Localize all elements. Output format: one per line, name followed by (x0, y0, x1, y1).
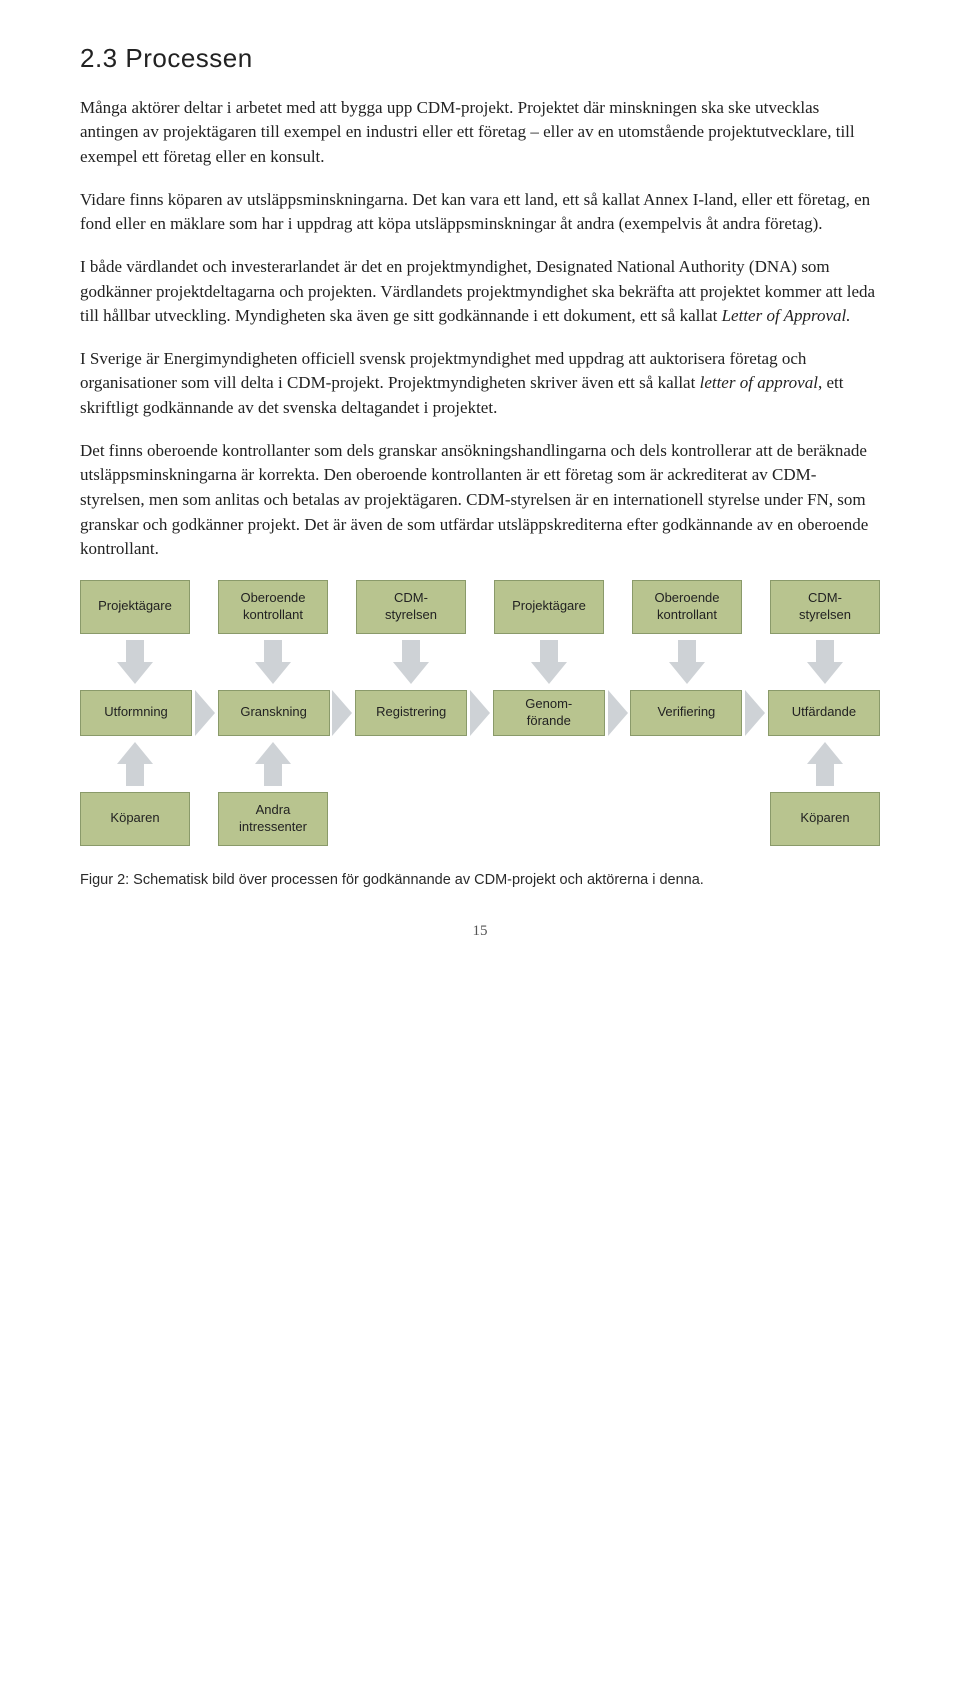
step-box-verifiering: Verifiering (630, 690, 742, 736)
actor-box-andra-intressenter: Andraintressenter (218, 792, 328, 846)
actor-box-cdm-styrelsen-2: CDM-styrelsen (770, 580, 880, 634)
chevron-right-icon (745, 690, 765, 736)
arrow-down-icon (117, 640, 153, 684)
diagram-arrows-down (80, 640, 880, 684)
arrow-down-icon (531, 640, 567, 684)
actor-box-oberoende-kontrollant-1: Oberoendekontrollant (218, 580, 328, 634)
step-box-genomforande: Genom-förande (493, 690, 605, 736)
paragraph-1: Många aktörer deltar i arbetet med att b… (80, 96, 880, 170)
section-heading: 2.3 Processen (80, 40, 880, 78)
arrow-up-icon (807, 742, 843, 786)
actor-box-koparen-2: Köparen (770, 792, 880, 846)
diagram-arrows-up (80, 742, 880, 786)
arrow-down-icon (669, 640, 705, 684)
arrow-down-icon (255, 640, 291, 684)
step-box-utfardande: Utfärdande (768, 690, 880, 736)
arrow-up-icon (255, 742, 291, 786)
step-box-utformning: Utformning (80, 690, 192, 736)
actor-box-projektagare-2: Projektägare (494, 580, 604, 634)
diagram-top-row: Projektägare Oberoendekontrollant CDM-st… (80, 580, 880, 634)
paragraph-3-italic: Letter of Approval. (722, 306, 851, 325)
diagram-mid-row: Utformning Granskning Registrering Genom… (80, 690, 880, 736)
chevron-right-icon (332, 690, 352, 736)
actor-box-projektagare-1: Projektägare (80, 580, 190, 634)
arrow-down-icon (807, 640, 843, 684)
process-diagram: Projektägare Oberoendekontrollant CDM-st… (80, 580, 880, 846)
paragraph-3: I både värdlandet och investerarlandet ä… (80, 255, 880, 329)
step-box-registrering: Registrering (355, 690, 467, 736)
chevron-right-icon (608, 690, 628, 736)
paragraph-4-italic: letter of approval (700, 373, 818, 392)
step-box-granskning: Granskning (218, 690, 330, 736)
arrow-up-icon (117, 742, 153, 786)
chevron-right-icon (195, 690, 215, 736)
figure-caption: Figur 2: Schematisk bild över processen … (80, 870, 880, 891)
chevron-right-icon (470, 690, 490, 736)
diagram-bottom-row: Köparen Andraintressenter Köparen (80, 792, 880, 846)
actor-box-oberoende-kontrollant-2: Oberoendekontrollant (632, 580, 742, 634)
spacer (494, 792, 604, 846)
paragraph-4: I Sverige är Energimyndigheten officiell… (80, 347, 880, 421)
arrow-down-icon (393, 640, 429, 684)
spacer (356, 792, 466, 846)
paragraph-4-text-a: I Sverige är Energimyndigheten officiell… (80, 349, 806, 393)
actor-box-cdm-styrelsen-1: CDM-styrelsen (356, 580, 466, 634)
paragraph-5: Det finns oberoende kontrollanter som de… (80, 439, 880, 562)
actor-box-koparen-1: Köparen (80, 792, 190, 846)
page-number: 15 (80, 921, 880, 943)
paragraph-2: Vidare finns köparen av utsläppsminsknin… (80, 188, 880, 237)
spacer (632, 792, 742, 846)
